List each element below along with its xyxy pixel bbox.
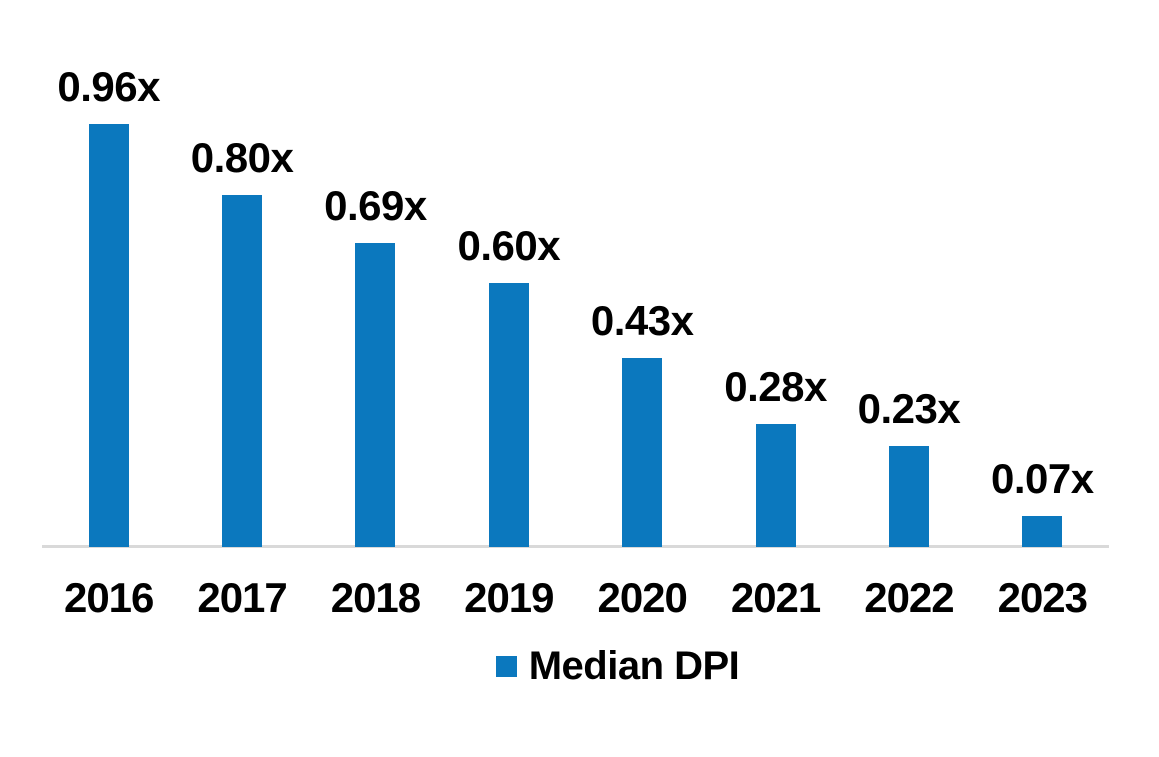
bar [755,424,796,547]
legend-label: Median DPI [528,644,740,688]
x-axis-tick-label: 2016 [63,574,154,621]
bar [355,243,396,547]
bar-column: 0.23x [842,0,975,547]
x-axis-tick-label: 2021 [730,574,821,621]
bar-value-label: 0.69x [324,182,427,229]
bar-column: 0.69x [309,0,442,547]
x-axis-labels-row: 2016 2017 2018 2019 2020 2021 2022 2023 [42,577,1109,619]
bars-row: 0.96x 0.80x 0.69x 0.60x 0.43x 0.28x 0.23x 0.07x [42,0,1109,547]
bar-value-label: 0.43x [590,297,694,344]
bar [888,446,929,547]
legend: Median DPI [38,644,1159,688]
x-axis-tick-label: 2019 [464,574,554,621]
bar-value-label: 0.60x [457,222,561,269]
bar [488,283,529,547]
x-axis-tick-label: 2022 [864,574,954,621]
bar-column: 0.60x [442,0,575,547]
bar [1022,516,1063,547]
bar [88,124,129,547]
x-axis-line [42,545,1109,548]
bar-column: 0.43x [576,0,709,547]
x-axis-tick-label: 2017 [197,574,287,621]
bar-column: 0.96x [42,0,175,547]
bar-value-label: 0.28x [724,363,827,410]
bar-column: 0.28x [709,0,842,547]
bar [222,195,263,547]
x-axis-tick-label: 2020 [597,574,687,621]
bar-column: 0.80x [175,0,308,547]
legend-swatch-icon [495,655,517,677]
bar [622,358,663,547]
bar-value-label: 0.23x [857,385,961,432]
x-axis-tick-label: 2018 [330,574,421,621]
x-axis-tick-label: 2023 [997,574,1088,621]
bar-column: 0.07x [976,0,1109,547]
bar-value-label: 0.07x [991,455,1094,502]
bar-value-label: 0.80x [190,134,294,181]
bar-value-label: 0.96x [57,63,160,110]
